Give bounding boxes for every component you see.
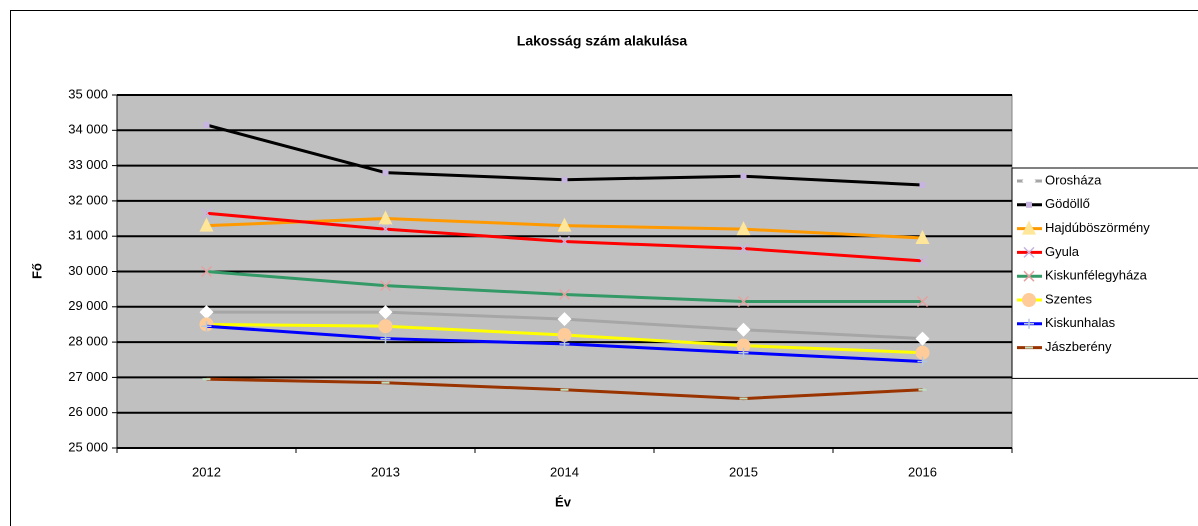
legend-marker (1023, 270, 1035, 282)
y-tick-label: 27 000 (68, 369, 108, 384)
marker (916, 295, 929, 308)
marker (915, 331, 930, 346)
legend-label: Szentes (1045, 291, 1092, 306)
y-tick-label: 34 000 (68, 122, 108, 137)
y-tick-label: 35 000 (68, 86, 108, 101)
marker (557, 217, 572, 232)
marker (558, 288, 571, 300)
marker (738, 347, 749, 358)
y-tick-label: 26 000 (68, 404, 108, 419)
marker (915, 229, 930, 244)
legend-label: Jászberény (1045, 339, 1112, 354)
marker (200, 265, 213, 278)
legend-label: Hajdúböszörmény (1045, 220, 1150, 235)
y-tick-label: 31 000 (68, 228, 108, 243)
marker (559, 338, 570, 349)
x-tick-label: 2016 (908, 464, 937, 479)
legend-label: Kiskunfélegyháza (1045, 268, 1148, 283)
x-axis-label: Év (555, 494, 572, 509)
marker (378, 319, 393, 334)
marker (199, 217, 214, 232)
y-tick-label: 28 000 (68, 334, 108, 349)
marker (378, 210, 393, 225)
marker (736, 322, 751, 337)
marker (919, 182, 926, 189)
marker (917, 356, 928, 367)
marker (203, 122, 210, 129)
legend-label: Gyula (1045, 244, 1080, 259)
y-axis-label: Fő (29, 263, 44, 279)
y-tick-label: 30 000 (68, 263, 108, 278)
x-tick-label: 2014 (550, 464, 579, 479)
marker (737, 243, 750, 255)
legend-label: Gödöllő (1045, 196, 1090, 211)
x-tick-label: 2015 (729, 464, 758, 479)
marker (378, 305, 393, 320)
marker (382, 169, 389, 176)
marker (737, 295, 750, 308)
legend-marker (1022, 293, 1036, 307)
legend-label: Orosháza (1045, 172, 1102, 187)
marker (557, 328, 572, 343)
x-tick-label: 2013 (371, 464, 400, 479)
x-tick-label: 2012 (192, 464, 221, 479)
marker (379, 223, 392, 235)
y-tick-label: 33 000 (68, 157, 108, 172)
y-tick-label: 25 000 (68, 439, 108, 454)
marker (915, 345, 930, 360)
chart-title: Lakosság szám alakulása (517, 33, 688, 49)
marker (736, 221, 751, 236)
marker (200, 207, 213, 219)
marker (380, 333, 391, 344)
marker (916, 255, 929, 267)
marker (379, 280, 392, 292)
marker (199, 305, 214, 320)
legend-label: Kiskunhalas (1045, 315, 1116, 330)
legend-marker (1022, 174, 1036, 188)
legend-marker (1026, 201, 1032, 208)
legend-marker (1022, 220, 1036, 235)
legend-marker (1023, 246, 1035, 258)
y-tick-label: 32 000 (68, 192, 108, 207)
legend-box (1011, 167, 1198, 379)
marker (736, 338, 751, 353)
marker (558, 235, 571, 248)
marker (201, 321, 212, 332)
marker (740, 173, 747, 180)
legend-marker (1024, 318, 1034, 329)
marker (557, 312, 572, 327)
y-tick-label: 29 000 (68, 298, 108, 313)
marker (561, 176, 568, 183)
